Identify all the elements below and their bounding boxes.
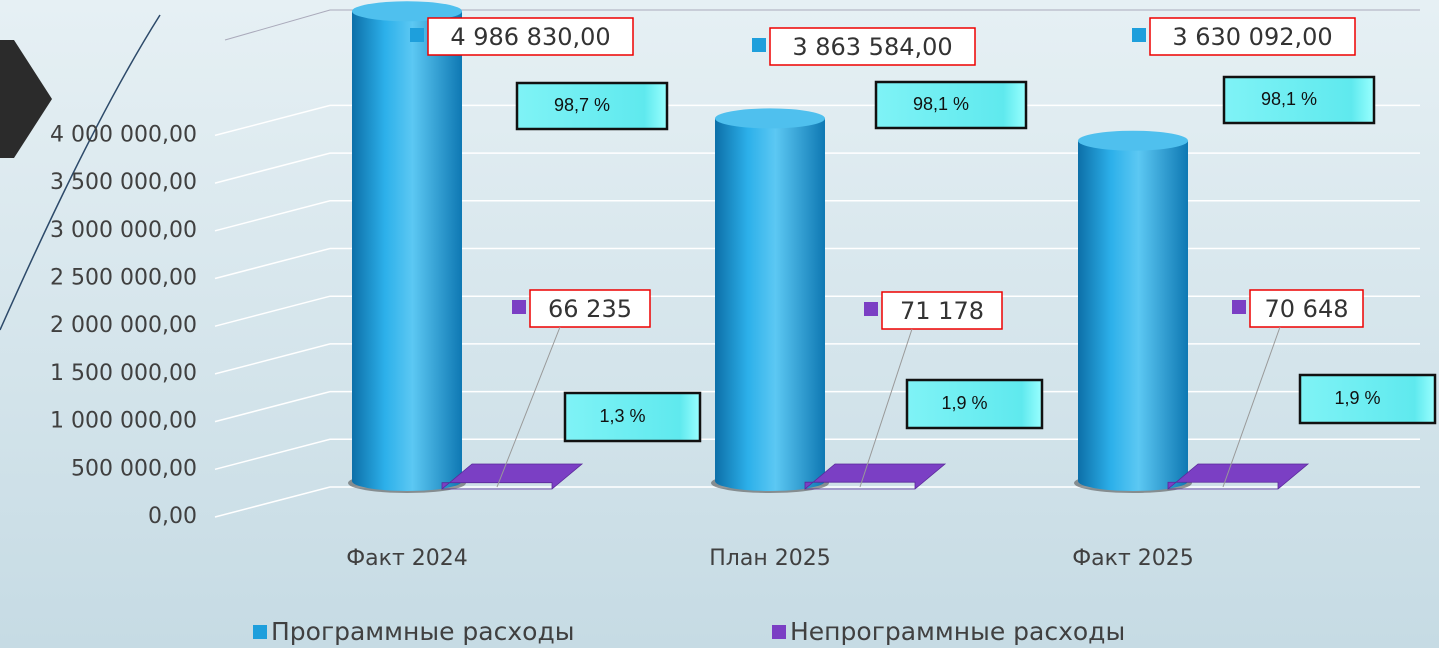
y-tick-label: 4 000 000,00	[50, 122, 197, 147]
value-label: 3 630 092,00	[1172, 23, 1332, 51]
share-label-box	[515, 81, 669, 131]
share-label: 1,9 %	[941, 393, 987, 413]
leader-line	[1222, 326, 1281, 488]
grid-line	[214, 152, 1420, 184]
grid-line	[214, 295, 1420, 327]
bar-top	[715, 108, 825, 129]
value-label-box	[529, 289, 651, 328]
x-tick-label: Факт 2024	[346, 546, 468, 571]
grid-line	[214, 486, 1420, 518]
grid-line	[214, 343, 1420, 375]
value-label: 66 235	[548, 295, 632, 323]
y-tick-label: 3 500 000,00	[50, 170, 197, 195]
share-label-box	[563, 391, 702, 443]
share-label-box	[1298, 373, 1437, 425]
x-tick-label: Факт 2025	[1072, 546, 1194, 571]
legend-key-icon	[1232, 300, 1246, 314]
share-label: 98,1 %	[913, 94, 969, 114]
value-label: 3 863 584,00	[792, 33, 952, 61]
y-tick-label: 2 000 000,00	[50, 313, 197, 338]
legend-label: Непрограммные расходы	[790, 617, 1125, 646]
value-label: 70 648	[1265, 295, 1349, 323]
y-tick-label: 1 500 000,00	[50, 361, 197, 386]
value-label-box	[427, 17, 634, 56]
value-label-box	[1249, 289, 1364, 328]
value-label-box	[881, 291, 1003, 330]
grid-line	[214, 200, 1420, 232]
legend-key-icon	[752, 38, 766, 52]
bar	[352, 11, 462, 492]
bar	[803, 463, 947, 490]
share-label: 1,3 %	[599, 406, 645, 426]
value-label: 71 178	[900, 297, 984, 325]
grid-line	[214, 247, 1420, 280]
bar	[1078, 140, 1188, 492]
value-label: 4 986 830,00	[450, 23, 610, 51]
legend-key-icon	[410, 28, 424, 42]
y-tick-label: 1 000 000,00	[50, 409, 197, 434]
legend-key-icon	[1132, 28, 1146, 42]
value-label-box	[769, 27, 976, 66]
grid-line	[214, 390, 1420, 423]
bar	[715, 118, 825, 491]
leader-line	[496, 326, 561, 488]
bar	[440, 463, 584, 490]
y-tick-label: 3 000 000,00	[50, 218, 197, 243]
legend-key-icon	[864, 302, 878, 316]
value-label-box	[1149, 17, 1356, 56]
bar	[1166, 463, 1310, 490]
grid-line	[214, 438, 1420, 471]
share-label-box	[1222, 75, 1376, 125]
share-label: 1,9 %	[1334, 388, 1380, 408]
decor-line	[0, 14, 161, 331]
share-label-box	[905, 378, 1044, 430]
y-tick-label: 2 500 000,00	[50, 266, 197, 291]
decor-chevron	[0, 40, 52, 158]
share-label: 98,1 %	[1261, 89, 1317, 109]
leader-line	[859, 328, 913, 488]
y-tick-label: 500 000,00	[71, 456, 197, 481]
wall-edge	[224, 9, 1420, 41]
legend-key	[772, 625, 786, 639]
y-tick-label: 0,00	[148, 504, 197, 529]
share-label: 98,7 %	[554, 95, 610, 115]
grid-line	[214, 104, 1420, 137]
legend-label: Программные расходы	[271, 617, 574, 646]
legend-key	[253, 625, 267, 639]
bar-top	[352, 1, 462, 22]
share-label-box	[874, 80, 1028, 130]
x-tick-label: План 2025	[709, 546, 830, 571]
legend-key-icon	[512, 300, 526, 314]
bar-top	[1078, 130, 1188, 151]
